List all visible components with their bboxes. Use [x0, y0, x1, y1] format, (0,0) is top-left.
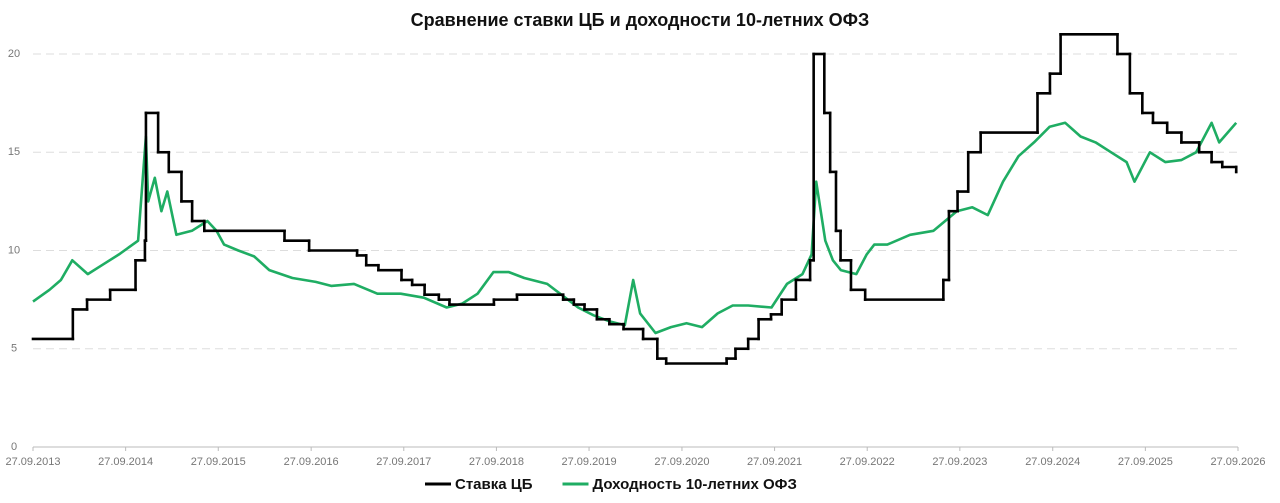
y-tick-label: 20 — [8, 48, 20, 60]
y-tick-label: 15 — [8, 146, 20, 158]
x-tick-label: 27.09.2016 — [284, 456, 339, 468]
x-tick-label: 27.09.2023 — [932, 456, 987, 468]
chart-title: Сравнение ставки ЦБ и доходности 10-летн… — [411, 10, 870, 30]
x-tick-label: 27.09.2019 — [562, 456, 617, 468]
x-tick-label: 27.09.2026 — [1210, 456, 1265, 468]
legend-label: Доходность 10-летних ОФЗ — [593, 476, 797, 493]
x-tick-label: 27.09.2024 — [1025, 456, 1080, 468]
x-tick-label: 27.09.2017 — [376, 456, 431, 468]
y-tick-label: 5 — [11, 343, 17, 355]
x-tick-label: 27.09.2014 — [98, 456, 153, 468]
x-tick-label: 27.09.2018 — [469, 456, 524, 468]
x-tick-label: 27.09.2021 — [747, 456, 802, 468]
x-tick-label: 27.09.2020 — [654, 456, 709, 468]
series-line — [32, 121, 1238, 335]
legend-label: Ставка ЦБ — [455, 476, 533, 493]
x-tick-label: 27.09.2013 — [5, 456, 60, 468]
y-tick-label: 10 — [8, 244, 20, 256]
y-tick-label: 0 — [11, 441, 17, 453]
x-tick-label: 27.09.2015 — [191, 456, 246, 468]
x-tick-label: 27.09.2022 — [840, 456, 895, 468]
x-tick-label: 27.09.2025 — [1118, 456, 1173, 468]
